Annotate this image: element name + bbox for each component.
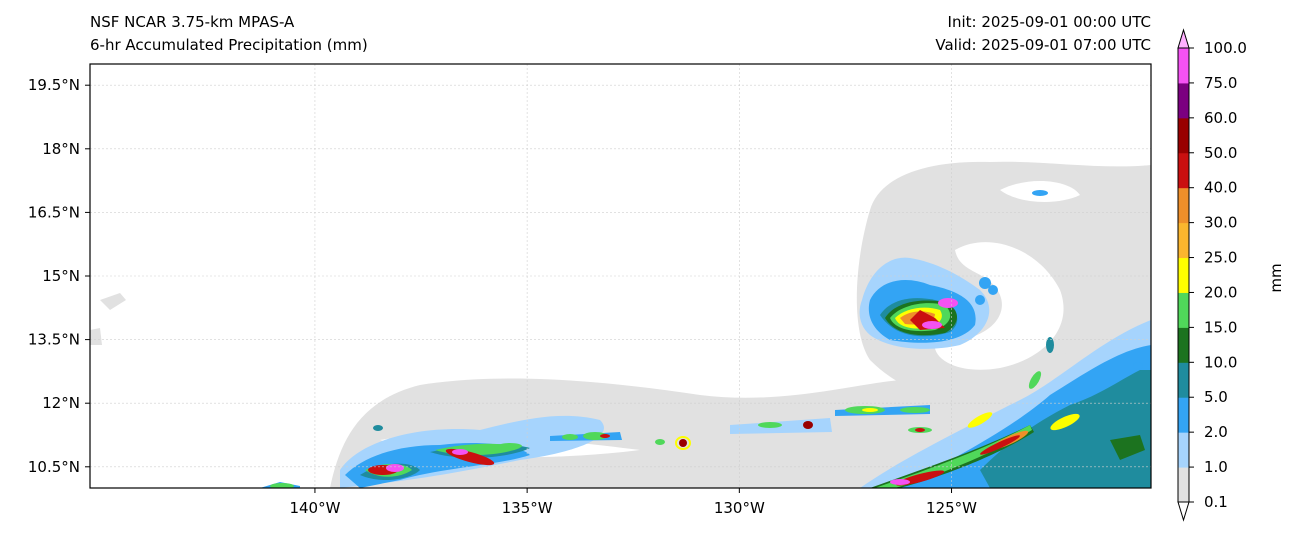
colorbar-under-arrow (1177, 501, 1190, 522)
lat-tick-label: 18°N (42, 140, 80, 158)
colorbar-segment (1178, 187, 1189, 224)
colorbar-segment (1178, 432, 1189, 468)
lat-tick-label: 12°N (42, 394, 80, 412)
colorbar-tick-label: 2.0 (1204, 423, 1228, 441)
axis-ticks: 140°W 135°W 130°W 125°W 19.5°N 18°N 16.5°N 15°N… (28, 76, 977, 517)
colorbar-tick-label: 25.0 (1204, 249, 1237, 267)
colorbar: 0.1 1.0 2.0 5.0 10.0 15.0 20.0 25.0 30.0 40.0 50.0… (1177, 28, 1247, 522)
colorbar-segment (1178, 48, 1189, 84)
colorbar-tick-label: 5.0 (1204, 388, 1228, 406)
colorbar-segment (1178, 82, 1189, 119)
lon-tick-label: 130°W (714, 499, 765, 517)
colorbar-tick-label: 1.0 (1204, 458, 1228, 476)
lon-tick-label: 125°W (926, 499, 977, 517)
colorbar-over-arrow (1177, 28, 1190, 49)
colorbar-tick-label: 15.0 (1204, 318, 1237, 336)
lat-tick-label: 16.5°N (28, 203, 80, 221)
colorbar-segment (1178, 397, 1189, 433)
lat-tick-label: 13.5°N (28, 331, 80, 349)
lat-tick-label: 19.5°N (28, 76, 80, 94)
colorbar-segment (1178, 362, 1189, 398)
precip-75mm-areas (386, 298, 958, 485)
colorbar-tick-label: 40.0 (1204, 179, 1237, 197)
colorbar-tick-label: 50.0 (1204, 144, 1237, 162)
lon-tick-label: 135°W (502, 499, 553, 517)
model-title: NSF NCAR 3.75-km MPAS-A (90, 13, 295, 31)
colorbar-tick-label: 75.0 (1204, 74, 1237, 92)
gridlines (90, 64, 1151, 488)
colorbar-tick-label: 60.0 (1204, 109, 1237, 127)
lat-tick-label: 10.5°N (28, 458, 80, 476)
precip-field (90, 64, 1151, 488)
colorbar-segment (1178, 152, 1189, 189)
colorbar-segment (1178, 117, 1189, 154)
colorbar-segment (1178, 257, 1189, 293)
colorbar-unit-label: mm (1267, 263, 1285, 292)
field-title: 6-hr Accumulated Precipitation (mm) (90, 36, 368, 54)
colorbar-frame (1177, 47, 1190, 503)
colorbar-segment (1178, 222, 1189, 259)
colorbar-tick-label: 0.1 (1204, 493, 1228, 511)
valid-time: Valid: 2025-09-01 07:00 UTC (935, 36, 1151, 54)
colorbar-tick-label: 30.0 (1204, 214, 1237, 232)
colorbar-tick-label: 20.0 (1204, 283, 1237, 301)
colorbar-tick-label: 10.0 (1204, 353, 1237, 371)
lat-tick-label: 15°N (42, 267, 80, 285)
lon-tick-label: 140°W (289, 499, 340, 517)
colorbar-segment (1178, 327, 1189, 363)
precip-50mm-areas (679, 421, 813, 447)
convective-cells (270, 190, 1143, 488)
colorbar-segment (1178, 467, 1189, 503)
init-time: Init: 2025-09-01 00:00 UTC (947, 13, 1151, 31)
colorbar-tick-label: 100.0 (1204, 39, 1247, 57)
colorbar-segment (1178, 292, 1189, 328)
